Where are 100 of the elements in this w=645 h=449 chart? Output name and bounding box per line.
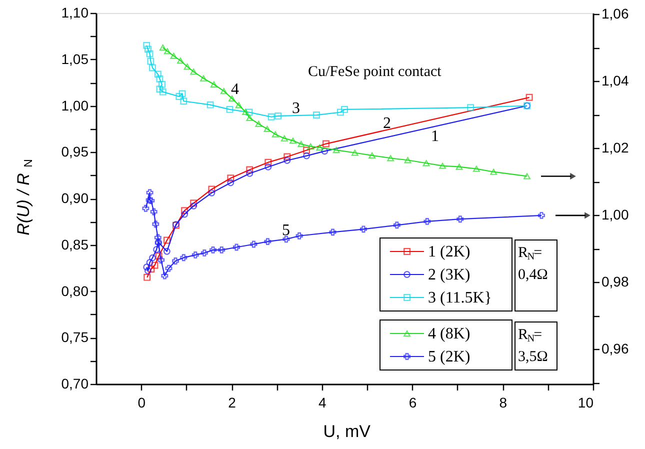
point — [210, 81, 218, 88]
annotation: 3 — [292, 100, 300, 117]
point — [158, 256, 165, 264]
point — [220, 88, 228, 94]
annotation: Cu/FeSe point contact — [308, 64, 442, 80]
x-axis-title: U, mV — [323, 422, 372, 441]
point — [227, 179, 234, 186]
x-tick-label: 2 — [228, 394, 236, 410]
y2-tick-label: 1,04 — [602, 72, 629, 89]
point — [170, 52, 178, 59]
point — [387, 155, 394, 162]
annotation: 2 — [383, 115, 391, 132]
y-axis-title: R(U) / RN — [14, 159, 36, 236]
point — [264, 238, 272, 246]
point — [351, 150, 358, 156]
point — [146, 196, 153, 204]
point — [165, 264, 172, 272]
point — [156, 75, 164, 82]
y2-tick-label: 0,98 — [602, 274, 629, 290]
y-tick-label: 0,70 — [61, 376, 89, 392]
point — [176, 93, 183, 100]
legend-label: 1 (2K) — [428, 244, 470, 260]
point — [163, 248, 170, 255]
point — [264, 126, 271, 132]
y2-tick-label: 0,96 — [602, 340, 629, 357]
point — [148, 266, 155, 272]
point — [151, 262, 158, 269]
point — [284, 157, 291, 164]
point — [467, 104, 474, 112]
point — [228, 95, 236, 102]
y-tick-label: 0,80 — [61, 282, 89, 299]
point — [272, 131, 279, 138]
point — [264, 158, 272, 166]
point — [329, 228, 336, 236]
point — [208, 186, 216, 193]
point — [284, 153, 291, 160]
point — [154, 70, 162, 78]
x-tick-label: 4 — [318, 394, 327, 410]
point — [538, 212, 545, 219]
y-tick-label: 0,95 — [61, 144, 89, 160]
point — [161, 272, 168, 280]
y2-tick-label: 1,02 — [602, 140, 629, 156]
point — [190, 202, 198, 210]
point — [303, 152, 310, 160]
point — [336, 108, 344, 116]
point — [472, 166, 480, 172]
point — [524, 173, 530, 180]
point — [268, 113, 275, 120]
point — [280, 135, 288, 142]
annotation: 5 — [282, 222, 290, 239]
point — [178, 90, 186, 98]
point — [143, 42, 150, 49]
legend-label: 2 (3K) — [428, 266, 470, 284]
x-tick-label: 10 — [578, 394, 594, 410]
annotation: 4 — [231, 81, 239, 98]
point — [307, 143, 314, 150]
point — [153, 246, 160, 253]
point — [142, 204, 150, 212]
point — [490, 168, 498, 175]
point — [154, 234, 162, 242]
legend-label: 3 (11.5K} — [428, 290, 492, 306]
point — [393, 222, 400, 229]
point — [264, 164, 272, 170]
point — [149, 254, 156, 262]
point — [180, 254, 188, 262]
point — [181, 210, 188, 218]
point — [368, 152, 376, 159]
point — [227, 174, 234, 182]
point — [439, 162, 446, 169]
point — [181, 207, 188, 214]
point — [424, 218, 431, 225]
point — [158, 80, 166, 88]
point — [159, 44, 166, 51]
point — [242, 108, 250, 115]
point — [192, 252, 199, 258]
point — [422, 160, 430, 166]
legend-label: 5 (2K) — [428, 348, 470, 366]
point — [150, 208, 158, 216]
point — [149, 64, 156, 72]
point — [322, 140, 330, 148]
point — [290, 138, 296, 144]
point — [456, 164, 463, 170]
x-tick-label: 6 — [408, 394, 417, 410]
y-tick-label: 0,90 — [61, 190, 89, 206]
legend-label: 4 (8K) — [428, 326, 470, 342]
point — [152, 220, 160, 228]
point — [177, 58, 184, 64]
point — [146, 189, 154, 196]
y-tick-label: 0,75 — [61, 329, 89, 346]
point — [233, 244, 240, 251]
point — [190, 68, 198, 75]
point — [210, 246, 216, 254]
point — [184, 64, 191, 70]
point — [313, 112, 320, 118]
point — [226, 106, 234, 113]
point — [282, 236, 290, 243]
y-tick-label: 1,05 — [61, 50, 89, 67]
point — [296, 232, 303, 240]
point — [404, 157, 412, 164]
point — [360, 226, 367, 233]
